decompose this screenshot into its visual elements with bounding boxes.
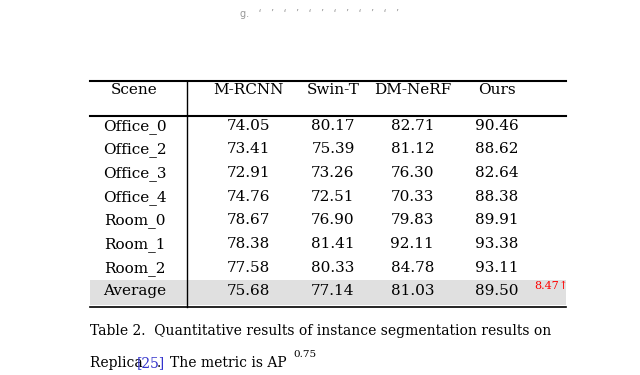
Text: 82.64: 82.64 bbox=[475, 166, 518, 180]
Text: 89.91: 89.91 bbox=[475, 213, 518, 227]
Text: 76.90: 76.90 bbox=[311, 213, 355, 227]
Text: 88.38: 88.38 bbox=[475, 190, 518, 204]
Text: 8.47↑: 8.47↑ bbox=[534, 281, 568, 291]
Text: 84.78: 84.78 bbox=[390, 261, 434, 275]
Text: 79.83: 79.83 bbox=[390, 213, 434, 227]
Text: [25]: [25] bbox=[137, 356, 165, 370]
Text: Table 2.  Quantitative results of instance segmentation results on: Table 2. Quantitative results of instanc… bbox=[90, 324, 551, 338]
Text: 76.30: 76.30 bbox=[390, 166, 434, 180]
Text: 72.91: 72.91 bbox=[227, 166, 271, 180]
Text: 80.33: 80.33 bbox=[311, 261, 355, 275]
Text: M-RCNN: M-RCNN bbox=[214, 82, 284, 96]
Text: Scene: Scene bbox=[111, 82, 158, 96]
Text: 88.62: 88.62 bbox=[475, 142, 518, 156]
Text: Room_0: Room_0 bbox=[104, 213, 165, 228]
Text: 93.38: 93.38 bbox=[475, 237, 518, 251]
Text: 78.38: 78.38 bbox=[227, 237, 270, 251]
Text: Swin-T: Swin-T bbox=[307, 82, 360, 96]
Text: 82.71: 82.71 bbox=[390, 118, 434, 133]
Text: Office_0: Office_0 bbox=[103, 118, 166, 134]
Text: 92.11: 92.11 bbox=[390, 237, 434, 251]
Text: 89.50: 89.50 bbox=[475, 284, 518, 298]
Text: 77.14: 77.14 bbox=[311, 284, 355, 298]
Text: 72.51: 72.51 bbox=[311, 190, 355, 204]
Text: g.   ‘   ’   ‘   ’   ‘   ’   ‘   ’   ‘   ’   ‘   ’: g. ‘ ’ ‘ ’ ‘ ’ ‘ ’ ‘ ’ ‘ ’ bbox=[241, 9, 399, 20]
Text: 73.26: 73.26 bbox=[311, 166, 355, 180]
Text: 70.33: 70.33 bbox=[390, 190, 434, 204]
Text: 81.03: 81.03 bbox=[390, 284, 434, 298]
Text: 74.05: 74.05 bbox=[227, 118, 270, 133]
Text: .  The metric is AP: . The metric is AP bbox=[157, 356, 287, 370]
Text: 0.75: 0.75 bbox=[293, 351, 316, 360]
Text: Room_2: Room_2 bbox=[104, 261, 165, 276]
Text: Office_3: Office_3 bbox=[103, 166, 166, 181]
Bar bbox=[90, 280, 566, 305]
Text: 81.41: 81.41 bbox=[311, 237, 355, 251]
Text: 75.68: 75.68 bbox=[227, 284, 270, 298]
Text: Replica: Replica bbox=[90, 356, 147, 370]
Text: 78.67: 78.67 bbox=[227, 213, 270, 227]
Text: Office_4: Office_4 bbox=[103, 190, 166, 204]
Text: 77.58: 77.58 bbox=[227, 261, 270, 275]
Text: Ours: Ours bbox=[478, 82, 515, 96]
Text: 93.11: 93.11 bbox=[475, 261, 518, 275]
Text: Office_2: Office_2 bbox=[103, 142, 166, 157]
Text: 81.12: 81.12 bbox=[390, 142, 434, 156]
Text: Room_1: Room_1 bbox=[104, 237, 165, 252]
Text: 73.41: 73.41 bbox=[227, 142, 270, 156]
Text: 80.17: 80.17 bbox=[311, 118, 355, 133]
Text: 74.76: 74.76 bbox=[227, 190, 270, 204]
Text: 90.46: 90.46 bbox=[475, 118, 518, 133]
Text: 75.39: 75.39 bbox=[311, 142, 355, 156]
Text: Average: Average bbox=[103, 284, 166, 298]
Text: DM-NeRF: DM-NeRF bbox=[374, 82, 451, 96]
